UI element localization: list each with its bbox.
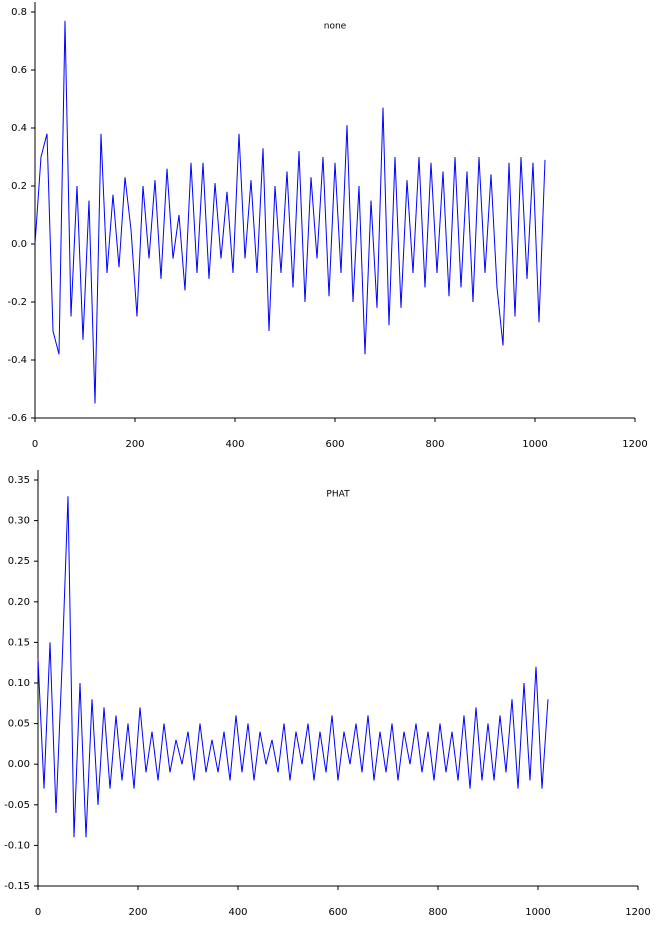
x-tick-label: 600 — [325, 439, 344, 450]
y-tick-label: 0.0 — [11, 239, 27, 250]
y-tick-label: 0.8 — [11, 7, 27, 18]
x-tick-label: 400 — [225, 439, 244, 450]
y-tick-label: 0.00 — [8, 759, 30, 770]
x-tick-label: 0 — [35, 907, 41, 918]
y-tick-label: 0.15 — [8, 637, 30, 648]
y-tick-label: -0.6 — [7, 413, 27, 424]
signal-line — [34, 20, 546, 404]
y-tick-label: 0.25 — [8, 556, 30, 567]
x-tick-label: 400 — [228, 907, 247, 918]
y-tick-label: 0.20 — [8, 597, 30, 608]
x-tick-label: 1000 — [525, 907, 550, 918]
y-tick-label: -0.05 — [4, 800, 30, 811]
y-tick-label: 0.6 — [11, 65, 27, 76]
y-tick-label: 0.10 — [8, 678, 30, 689]
y-tick-label: -0.2 — [7, 297, 27, 308]
y-tick-label: 0.35 — [8, 475, 30, 486]
chart-title: PHAT — [326, 490, 350, 500]
y-tick-label: -0.4 — [7, 355, 27, 366]
y-tick-label: -0.15 — [4, 881, 30, 892]
x-tick-label: 1200 — [625, 907, 650, 918]
y-tick-label: -0.10 — [4, 840, 30, 851]
y-tick-label: 0.05 — [8, 719, 30, 730]
y-tick-label: 0.30 — [8, 516, 30, 527]
x-tick-label: 800 — [425, 439, 444, 450]
y-tick-label: 0.2 — [11, 181, 27, 192]
signal-line — [37, 496, 549, 838]
x-tick-label: 200 — [125, 439, 144, 450]
x-tick-label: 200 — [128, 907, 147, 918]
x-tick-label: 1000 — [522, 439, 547, 450]
y-tick-label: 0.4 — [11, 123, 27, 134]
x-tick-label: 0 — [32, 439, 38, 450]
x-tick-label: 1200 — [622, 439, 647, 450]
chart-title: none — [324, 22, 347, 32]
x-tick-label: 600 — [328, 907, 347, 918]
x-tick-label: 800 — [428, 907, 447, 918]
